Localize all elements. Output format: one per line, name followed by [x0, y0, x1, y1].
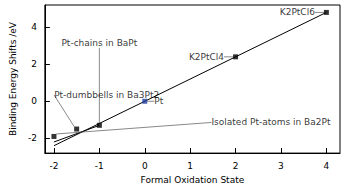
- svg-text:-2: -2: [28, 133, 37, 143]
- svg-text:3: 3: [278, 161, 284, 171]
- svg-text:-2: -2: [49, 161, 58, 171]
- svg-text:0: 0: [142, 161, 148, 171]
- svg-text:1: 1: [187, 161, 193, 171]
- svg-text:4: 4: [324, 161, 330, 171]
- svg-text:K2PtCl6: K2PtCl6: [280, 7, 315, 17]
- svg-text:K2PtCl4: K2PtCl4: [189, 52, 224, 62]
- svg-text:Binding Energy Shifts /eV: Binding Energy Shifts /eV: [8, 21, 18, 136]
- svg-text:Pt: Pt: [154, 96, 163, 106]
- svg-text:Pt-chains in BaPt: Pt-chains in BaPt: [61, 38, 137, 48]
- svg-text:4: 4: [31, 22, 37, 32]
- svg-text:Pt-dumbbells in Ba3Pt2: Pt-dumbbells in Ba3Pt2: [54, 90, 159, 100]
- svg-text:Formal Oxidation State: Formal Oxidation State: [141, 175, 245, 185]
- svg-text:Isolated Pt-atoms in Ba2Pt: Isolated Pt-atoms in Ba2Pt: [211, 117, 330, 127]
- svg-text:2: 2: [233, 161, 239, 171]
- svg-text:-1: -1: [95, 161, 104, 171]
- svg-text:0: 0: [31, 96, 37, 106]
- svg-text:2: 2: [31, 59, 37, 69]
